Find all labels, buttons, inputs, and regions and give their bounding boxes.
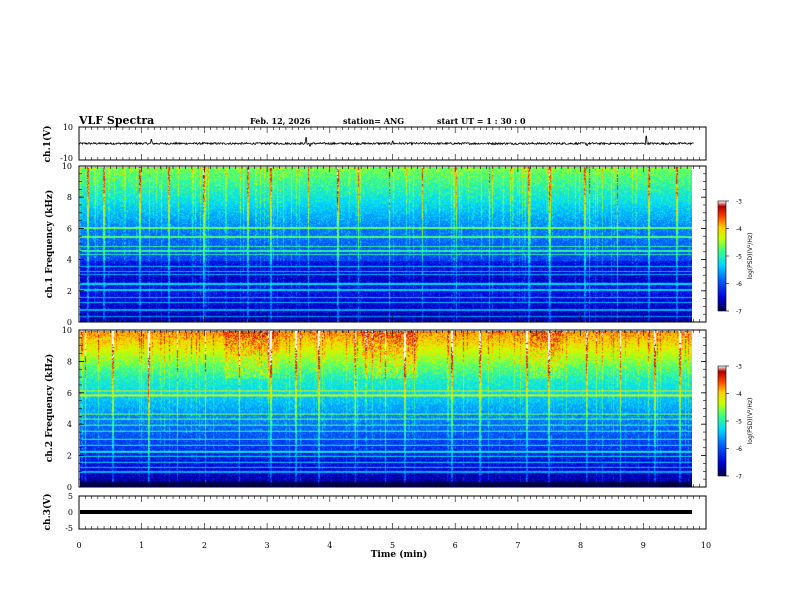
colorbar-ch1-tick-label: -5 — [736, 254, 742, 261]
colorbar-ch1-tick-label: -3 — [736, 199, 742, 206]
ch1-ytick-bottom: -10 — [60, 154, 73, 163]
start-time-label: start UT = 1 : 30 : 0 — [437, 116, 526, 126]
time-tick-label: 0 — [76, 541, 81, 550]
colorbar-ch2-label: log(PSD)(V²/Hz) — [747, 398, 754, 445]
colorbar-ch1-scale — [717, 200, 727, 312]
ch1-freq-ticks: 0 2 4 6 8 10 — [62, 162, 706, 327]
colorbar-ch2-tick-label: -7 — [736, 474, 742, 481]
colorbar-ch2-tick-label: -4 — [736, 391, 742, 398]
colorbar-ch1: -3 -4 -5 -6 -7 log(PSD)(V²/Hz) — [717, 199, 754, 316]
time-tick-label: 7 — [515, 541, 520, 550]
colorbar-ch2-scale — [717, 365, 727, 477]
time-tick-label: 9 — [641, 541, 646, 550]
ch3-ytick-top: 5 — [68, 492, 73, 501]
ch2-freq-tick-label: 0 — [67, 483, 72, 492]
ch2-freq-tick-label: 8 — [67, 357, 72, 366]
ch1-freq-tick-label: 6 — [67, 224, 72, 233]
ch1-freq-ylabel: ch.1 Frequency (kHz) — [44, 190, 55, 299]
colorbar-ch1-ticks: -3 -4 -5 -6 -7 — [726, 199, 742, 316]
colorbar-ch2-tick-label: -5 — [736, 419, 742, 426]
time-tick-label: 1 — [139, 541, 144, 550]
ch2-freq-ticks: 0 2 4 6 8 10 — [62, 326, 706, 492]
ch3-ytick-bottom: -5 — [65, 524, 73, 533]
figure-title: VLF Spectra — [79, 114, 155, 127]
colorbar-ch1-tick-label: -4 — [736, 226, 742, 233]
time-tick-label: 4 — [327, 541, 332, 550]
colorbar-ch1-label: log(PSD)(V²/Hz) — [747, 233, 754, 280]
time-tick-labels: 0 1 2 3 4 5 6 7 8 9 10 — [76, 541, 711, 550]
date-label: Feb. 12, 2026 — [250, 116, 311, 126]
ch2-freq-tick-label: 6 — [67, 389, 72, 398]
station-label: station= ANG — [343, 116, 405, 126]
colorbar-ch2-tick-label: -6 — [736, 446, 742, 453]
ch1-freq-tick-label: 8 — [67, 193, 72, 202]
time-tick-label: 3 — [265, 541, 270, 550]
ch3-ytick-mid: 0 — [68, 508, 73, 517]
ch1-freq-tick-label: 0 — [67, 318, 72, 327]
ch2-freq-ylabel: ch.2 Frequency (kHz) — [44, 354, 55, 463]
ch1-spectrogram-image — [80, 167, 692, 322]
colorbar-ch1-tick-label: -7 — [736, 309, 742, 316]
ch2-spectrogram-image — [80, 331, 692, 487]
colorbar-ch1-tick-label: -6 — [736, 281, 742, 288]
ch1-spectrogram-panel: 0 2 4 6 8 10 ch.1 Frequency (kHz) — [44, 162, 707, 327]
colorbar-ch2-ticks: -3 -4 -5 -6 -7 — [726, 364, 742, 481]
colorbar-ch2: -3 -4 -5 -6 -7 log(PSD)(V²/Hz) — [717, 364, 754, 481]
ch1-freq-tick-label: 2 — [67, 287, 72, 296]
time-tick-label: 6 — [453, 541, 458, 550]
ch2-freq-tick-label: 2 — [67, 452, 72, 461]
ch1-trace — [78, 135, 694, 147]
ch2-spectrogram-panel: 0 2 4 6 8 10 ch.2 Frequency (kHz) — [44, 326, 707, 492]
time-tick-label: 8 — [578, 541, 583, 550]
colorbar-ch2-tick-label: -3 — [736, 364, 742, 371]
ch3-ylabel: ch.3(V) — [42, 494, 53, 531]
ch2-freq-tick-label: 4 — [67, 420, 72, 429]
ch1-freq-tick-label: 10 — [62, 162, 72, 171]
time-ticks — [78, 127, 707, 529]
ch1-freq-tick-label: 4 — [67, 256, 72, 265]
time-tick-label: 2 — [202, 541, 207, 550]
time-axis-label: Time (min) — [371, 549, 428, 560]
ch1-ytick-top: 10 — [63, 123, 73, 132]
time-tick-label: 10 — [701, 541, 711, 550]
ch1-ylabel: ch.1(V) — [42, 126, 53, 163]
ch2-freq-tick-label: 10 — [62, 326, 72, 335]
ch3-trace — [80, 510, 692, 514]
time-tick-label: 5 — [390, 541, 395, 550]
